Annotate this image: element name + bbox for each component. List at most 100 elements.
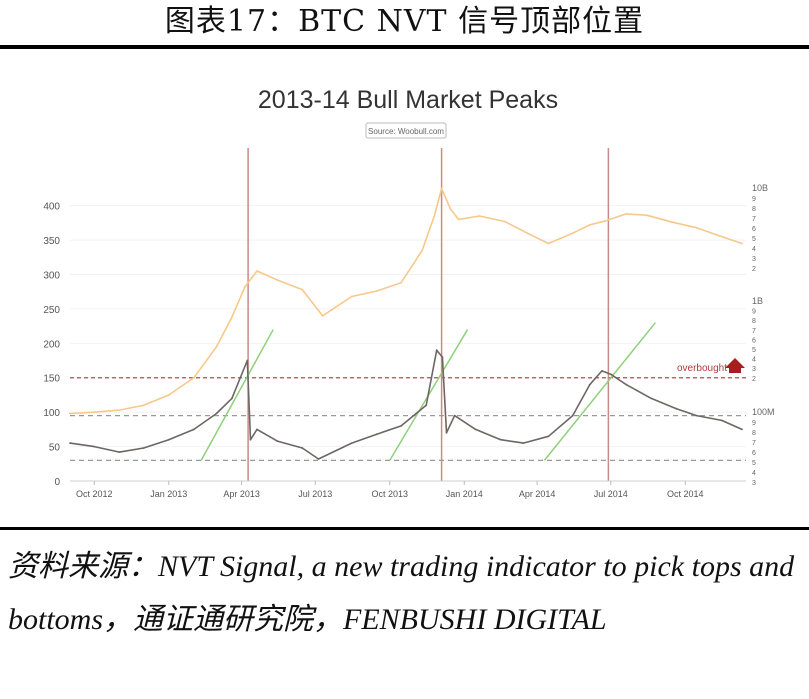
right-price-tick-label: 5 (752, 236, 756, 243)
market-cap-point (547, 242, 550, 245)
right-mid-tick-label: 9 (752, 309, 756, 316)
nvt-point (400, 425, 402, 427)
right-price-tick-label: 10B (752, 183, 768, 193)
nvt-point (93, 445, 96, 448)
market-cap-point (244, 286, 246, 288)
nvt-point (588, 383, 591, 386)
nvt-point (350, 442, 353, 444)
nvt-point (522, 442, 525, 444)
nvt-point (499, 438, 502, 441)
nvt-point (741, 428, 743, 431)
right-price-tick-label: 7 (752, 216, 756, 223)
figure-title: 图表17：BTC NVT 信号顶部位置 (164, 4, 645, 39)
nvt-point (547, 435, 550, 438)
nvt-point (445, 431, 448, 434)
chart-area: 2013-14 Bull Market Peaks Source: Woobul… (43, 86, 774, 499)
reference-lines (70, 148, 746, 481)
source-note: 资料来源：NVT Signal, a new trading indicator… (8, 550, 795, 636)
right-mid-tick-label: 7 (752, 328, 756, 335)
market-cap-point (741, 242, 743, 245)
market-cap-point (301, 288, 304, 291)
market-cap-point (571, 232, 574, 235)
chart-subtitle: Source: Woobull.com (368, 127, 444, 136)
nvt-point (441, 356, 444, 358)
market-cap-point (588, 224, 591, 226)
market-cap-point (276, 279, 279, 281)
series-layer (69, 187, 743, 460)
market-cap-point (720, 235, 723, 238)
market-cap-point (625, 213, 628, 215)
nvt-point (118, 451, 121, 453)
y-tick-label: 0 (54, 477, 60, 488)
market-cap-point (671, 221, 674, 224)
market-cap-point (449, 208, 452, 211)
market-cap-point (193, 376, 195, 379)
nvt-point (625, 383, 628, 386)
axis-layer: 0 50 100 150 200 250 300 350 400 Oct 2012 Jan 2013… (43, 183, 774, 499)
right-mid-tick-label: 3 (752, 366, 756, 373)
market-cap-point (400, 281, 402, 284)
market-cap-point (695, 226, 698, 229)
nvt-point (256, 428, 258, 431)
nvt-point (276, 440, 279, 442)
market-cap-point (256, 270, 258, 272)
nvt-point (425, 404, 428, 407)
market-cap-point (440, 187, 443, 190)
y-tick-label: 350 (43, 236, 60, 247)
nvt-line (69, 349, 743, 460)
y-tick-label: 100 (43, 408, 60, 419)
x-tick-label: Apr 2013 (223, 489, 260, 499)
right-low-tick-label: 7 (752, 440, 756, 447)
right-mid-tick-label: 6 (752, 337, 756, 344)
nvt-point (650, 397, 653, 400)
market-cap-point (605, 219, 607, 222)
x-tick-label: Jan 2014 (446, 489, 483, 499)
nvt-point (435, 349, 438, 352)
right-mid-tick-label: 2 (752, 376, 756, 383)
market-cap-point (231, 316, 233, 319)
y-tick-label: 250 (43, 305, 60, 316)
right-low-tick-label: 5 (752, 460, 756, 467)
y-tick-label: 200 (43, 339, 60, 350)
right-price-tick-label: 8 (752, 206, 756, 213)
x-tick-label: Oct 2012 (76, 489, 113, 499)
market-cap-point (526, 232, 529, 235)
nvt-point (695, 414, 698, 417)
nvt-point (301, 447, 304, 449)
x-tick-label: Jul 2013 (298, 489, 332, 499)
nvt-point (249, 438, 252, 441)
overbought-label: overbought (677, 363, 727, 374)
market-cap-point (457, 218, 460, 221)
nvt-point (375, 433, 378, 436)
nvt-point (474, 428, 477, 431)
nvt-point (193, 428, 195, 431)
nvt-point (69, 442, 71, 444)
x-tick-label: Oct 2013 (372, 489, 409, 499)
market-cap-point (93, 411, 96, 414)
nvt-point (720, 419, 723, 422)
nvt-point (601, 370, 603, 372)
nvt-point (571, 414, 574, 417)
grid-layer (70, 205, 746, 482)
right-low-tick-label: 9 (752, 420, 756, 427)
nvt-point (317, 458, 320, 460)
chart-title: 2013-14 Bull Market Peaks (258, 86, 558, 114)
market-cap-line (69, 187, 743, 415)
right-mid-tick-label: 5 (752, 347, 756, 354)
bottom-rule (0, 527, 809, 530)
market-cap-point (167, 394, 170, 396)
nvt-point (167, 438, 170, 441)
y-tick-label: 50 (49, 443, 61, 454)
right-price-tick-label: 2 (752, 266, 756, 273)
y-tick-label: 150 (43, 374, 60, 385)
right-price-tick-label: 9 (752, 196, 756, 203)
right-price-tick-label: 3 (752, 256, 756, 263)
nvt-point (675, 407, 678, 410)
market-cap-point (433, 215, 436, 217)
right-low-tick-label: 8 (752, 430, 756, 437)
nvt-point (215, 412, 218, 415)
nvt-point (453, 414, 456, 417)
right-low-tick-label: 4 (752, 470, 756, 477)
x-tick-label: Oct 2014 (667, 489, 704, 499)
nvt-point (246, 359, 249, 362)
